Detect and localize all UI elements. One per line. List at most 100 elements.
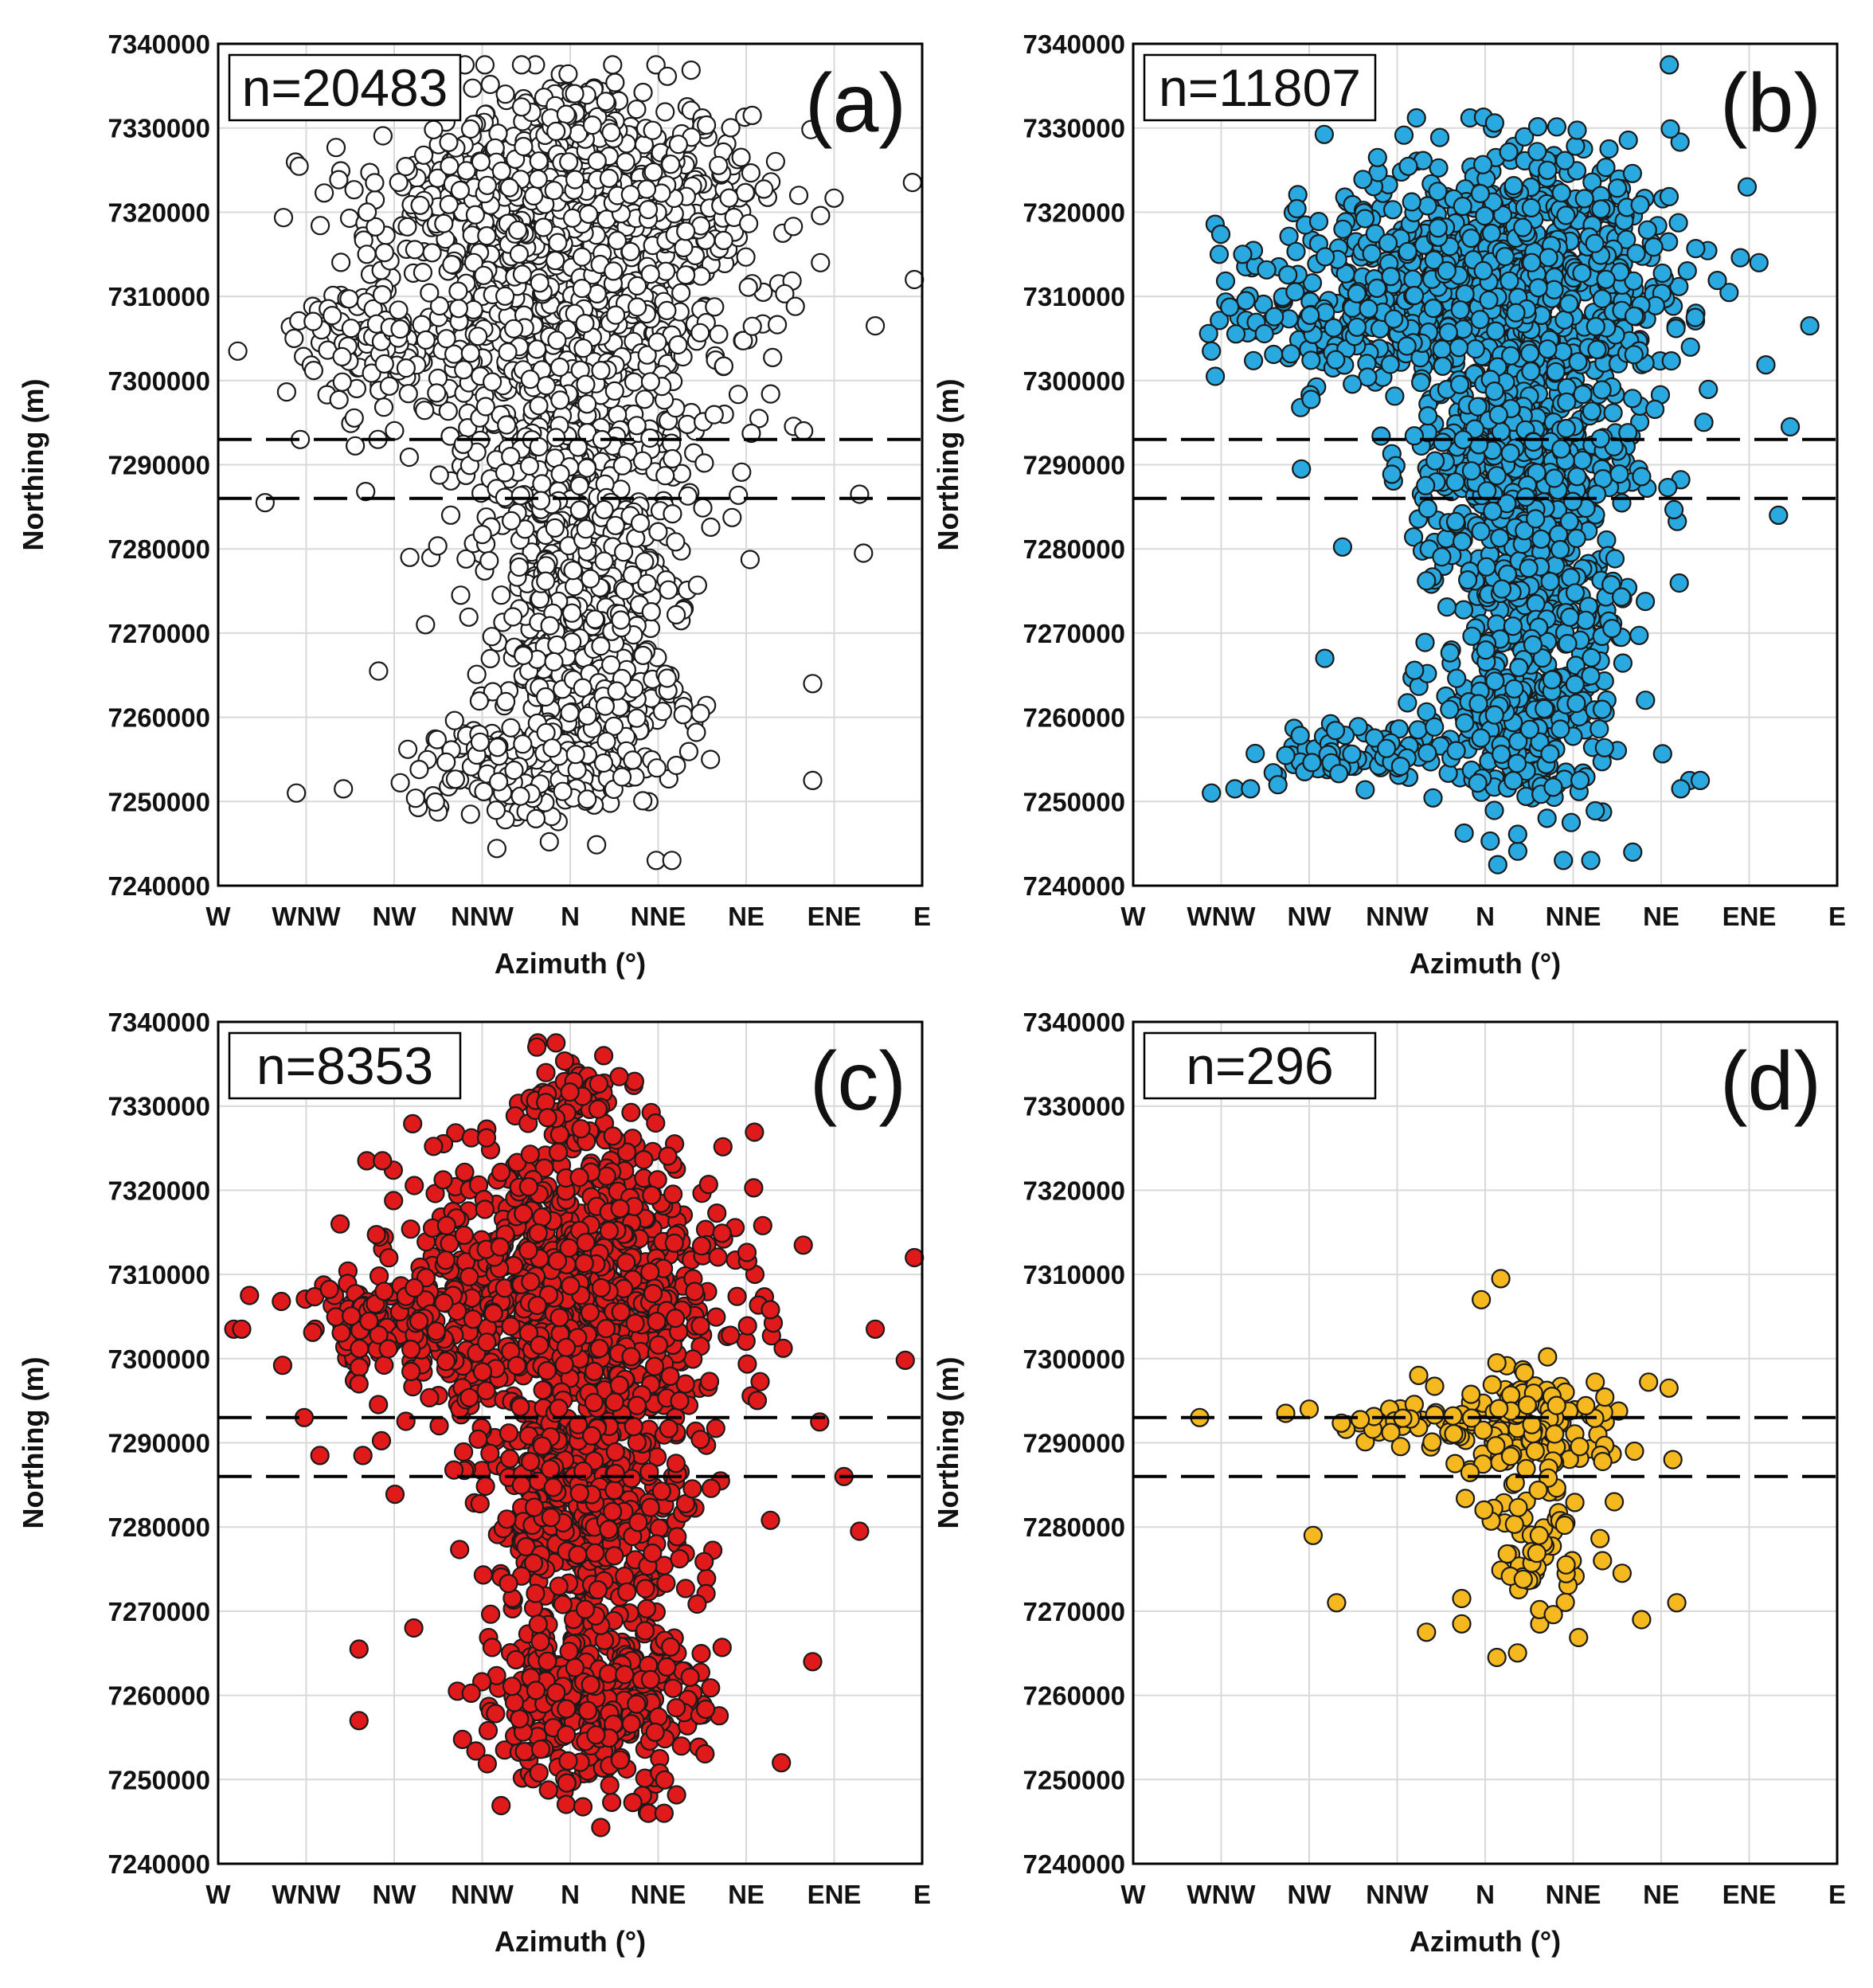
data-point xyxy=(1449,374,1470,394)
data-point xyxy=(690,703,710,723)
data-point xyxy=(1644,237,1664,257)
data-point xyxy=(1432,339,1452,359)
data-point xyxy=(740,550,761,569)
data-point xyxy=(1355,780,1375,800)
data-point xyxy=(640,372,661,392)
data-point xyxy=(709,155,729,175)
data-point xyxy=(273,208,294,228)
y-tick-label: 7260000 xyxy=(108,703,210,733)
data-point xyxy=(1521,362,1541,382)
data-point xyxy=(477,175,498,195)
data-point xyxy=(611,610,631,630)
data-point xyxy=(1526,509,1546,529)
data-point xyxy=(749,409,769,429)
data-point xyxy=(1404,426,1425,446)
data-point xyxy=(1602,618,1622,639)
data-point xyxy=(674,237,694,258)
data-point xyxy=(1507,753,1527,773)
data-point xyxy=(542,738,562,758)
data-point xyxy=(1572,450,1593,470)
data-point xyxy=(1449,338,1469,358)
data-point xyxy=(1686,239,1706,259)
data-point xyxy=(413,262,433,283)
data-point xyxy=(1302,753,1322,773)
data-point xyxy=(1488,855,1507,875)
data-point xyxy=(480,648,500,669)
data-point xyxy=(713,1137,733,1156)
data-point xyxy=(1612,493,1632,513)
data-point xyxy=(561,603,582,623)
data-point xyxy=(1658,477,1678,498)
data-point xyxy=(793,1235,813,1255)
data-point xyxy=(379,376,399,396)
data-point xyxy=(1591,199,1611,219)
panel-label: (a) xyxy=(805,57,906,150)
data-point xyxy=(694,453,714,473)
data-point xyxy=(1523,635,1543,655)
data-point xyxy=(1503,176,1523,196)
data-point xyxy=(339,289,359,309)
data-point xyxy=(529,151,549,171)
data-point xyxy=(429,465,449,485)
data-point xyxy=(1476,640,1496,660)
data-point xyxy=(482,627,502,647)
data-point xyxy=(405,1176,424,1196)
data-point xyxy=(577,706,597,726)
data-point xyxy=(534,217,553,237)
data-point xyxy=(810,1412,830,1432)
data-point xyxy=(1461,229,1481,248)
data-point xyxy=(460,119,481,139)
data-point xyxy=(1440,699,1460,719)
data-point xyxy=(1659,186,1679,206)
data-point xyxy=(742,105,762,125)
data-point xyxy=(1359,299,1378,319)
data-point xyxy=(1523,432,1543,452)
data-point xyxy=(1560,607,1580,628)
data-point xyxy=(498,342,518,362)
data-point xyxy=(303,311,323,331)
data-point xyxy=(742,316,762,336)
data-point xyxy=(573,678,592,698)
data-point xyxy=(1730,248,1750,268)
data-point xyxy=(501,718,521,738)
data-point xyxy=(546,428,566,448)
data-point xyxy=(784,217,804,237)
data-point xyxy=(1470,183,1491,204)
data-point xyxy=(1468,773,1488,793)
data-point xyxy=(1586,316,1605,337)
data-point xyxy=(1453,196,1472,217)
data-point xyxy=(1551,439,1571,459)
data-point xyxy=(1677,261,1697,281)
y-tick-label: 7240000 xyxy=(1023,871,1125,901)
data-point xyxy=(365,173,385,193)
y-tick-label: 7310000 xyxy=(1023,282,1125,311)
data-point xyxy=(1605,549,1625,569)
data-point xyxy=(1513,217,1533,237)
data-point xyxy=(1626,244,1646,264)
data-point xyxy=(1596,158,1616,178)
data-point xyxy=(1210,225,1231,245)
y-tick-label: 7260000 xyxy=(1023,703,1125,733)
y-tick-label: 7330000 xyxy=(1023,114,1125,143)
data-point xyxy=(1417,571,1437,591)
data-point xyxy=(1286,241,1306,261)
data-point xyxy=(1437,597,1457,617)
data-point xyxy=(1398,156,1418,176)
data-point xyxy=(514,645,534,666)
data-point xyxy=(678,486,698,506)
data-point xyxy=(486,800,506,820)
data-point xyxy=(1519,719,1540,739)
data-point xyxy=(440,156,459,176)
data-point xyxy=(1599,139,1619,159)
data-point xyxy=(633,645,653,666)
data-point xyxy=(1756,355,1776,375)
data-point xyxy=(1537,808,1557,828)
data-point xyxy=(495,286,515,306)
data-point xyxy=(1243,350,1264,370)
data-point xyxy=(528,169,548,189)
data-point xyxy=(1594,738,1614,757)
data-point xyxy=(663,503,682,524)
data-point xyxy=(1629,625,1649,645)
data-point xyxy=(1454,823,1474,843)
